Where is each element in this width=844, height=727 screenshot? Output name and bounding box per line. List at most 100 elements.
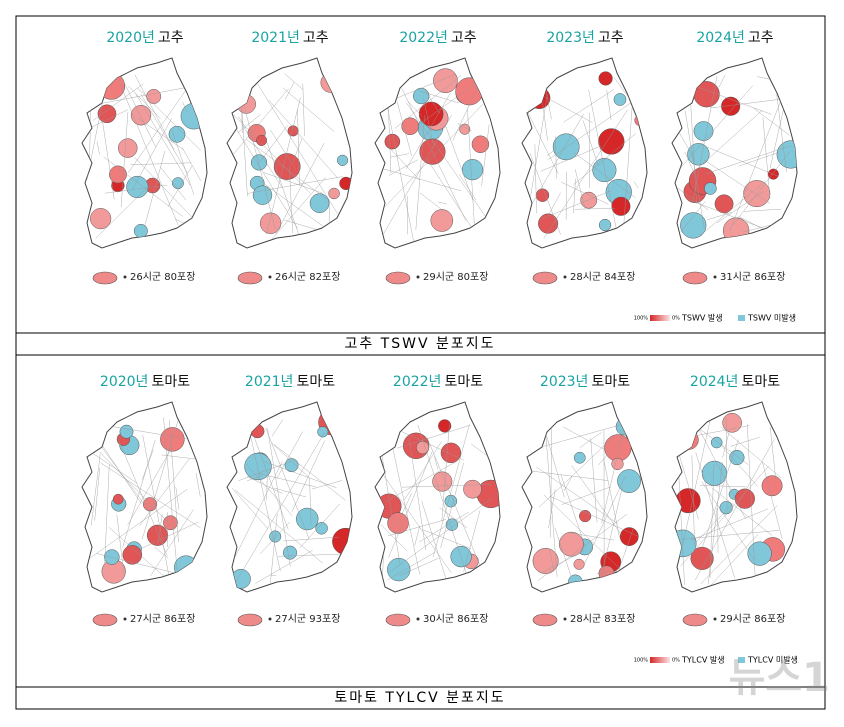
bullet (269, 276, 272, 279)
map (669, 402, 797, 592)
crop: 고추 (598, 30, 624, 46)
region (169, 126, 185, 142)
legend-min: 0% (672, 316, 680, 322)
watermark: 뉴스1 (729, 655, 830, 701)
region (620, 528, 638, 546)
region (612, 458, 624, 470)
region (296, 508, 318, 530)
region (98, 105, 116, 123)
region (679, 430, 698, 449)
region (599, 566, 614, 581)
map (522, 402, 647, 592)
year: 2021년 (251, 30, 300, 46)
jeju (238, 272, 262, 284)
stat: 30시군 86포장 (423, 613, 488, 625)
stat: 27시군 93포장 (275, 613, 340, 625)
region (253, 186, 272, 205)
crop: 고추 (451, 30, 477, 46)
region (237, 95, 256, 114)
jeju (533, 272, 557, 284)
crop: 고추 (158, 30, 184, 46)
region (477, 480, 505, 508)
stat: 28시군 83포장 (570, 613, 635, 625)
region (599, 219, 611, 231)
map (227, 58, 352, 248)
region (744, 180, 770, 206)
year: 2023년 (540, 374, 589, 390)
region (612, 197, 630, 215)
legend-gradient (650, 657, 670, 663)
region (127, 176, 149, 198)
region (441, 443, 461, 463)
jeju (683, 272, 707, 284)
region (472, 136, 489, 153)
bullet (124, 618, 127, 621)
region (553, 134, 579, 160)
region (593, 158, 617, 182)
region (579, 510, 591, 522)
region (310, 194, 329, 213)
region (779, 70, 797, 88)
jeju (238, 614, 262, 626)
legend-occurred: TSWV 발생 (681, 313, 723, 323)
region (419, 102, 443, 126)
crop: 토마토 (151, 374, 190, 390)
region (559, 532, 583, 556)
region (385, 134, 400, 149)
crop: 고추 (303, 30, 329, 46)
region (720, 501, 733, 514)
region (98, 73, 125, 100)
legend-occurred: TYLCV 발생 (681, 655, 725, 665)
region (723, 413, 742, 432)
region (451, 546, 472, 567)
caption: 고추 TSWV 분포지도 (344, 336, 495, 352)
region (723, 218, 749, 244)
legend-max: 100% (634, 658, 649, 664)
year: 2020년 (100, 374, 149, 390)
region (462, 159, 483, 180)
region (402, 118, 419, 135)
year: 2022년 (399, 30, 448, 46)
year: 2022년 (393, 374, 442, 390)
region (704, 182, 716, 194)
region (174, 556, 198, 580)
stat: 26시군 80포장 (130, 271, 195, 283)
region (231, 569, 250, 588)
region (120, 425, 133, 438)
stat: 27시군 86포장 (130, 613, 195, 625)
legend-max: 100% (634, 316, 649, 322)
region (431, 209, 453, 231)
bullet (564, 276, 567, 279)
region (702, 461, 726, 485)
region (598, 129, 624, 155)
year: 2023년 (546, 30, 595, 46)
region (617, 470, 640, 493)
jeju (93, 272, 117, 284)
jeju (533, 614, 557, 626)
region (388, 513, 409, 534)
region (777, 141, 805, 169)
legend-swatch (738, 315, 745, 321)
region (113, 494, 123, 504)
region (536, 189, 549, 202)
crop: 토마토 (296, 374, 335, 390)
region (574, 559, 585, 570)
region (762, 476, 782, 496)
region (90, 208, 111, 229)
region (329, 188, 340, 199)
bullet (564, 618, 567, 621)
region (748, 542, 772, 566)
jeju (386, 272, 410, 284)
region (694, 121, 713, 140)
map (672, 58, 805, 248)
region (104, 550, 119, 565)
